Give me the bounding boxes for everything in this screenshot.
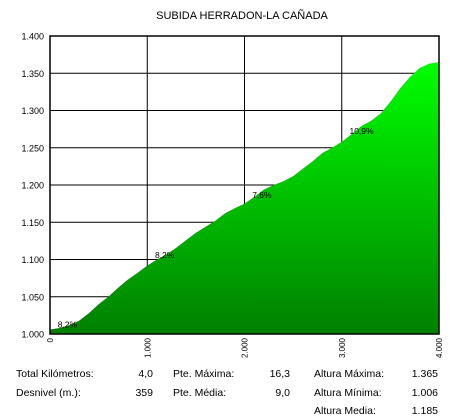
y-tick-label: 1.300 bbox=[21, 106, 44, 116]
slope-annotation: 8,2% bbox=[58, 320, 78, 330]
y-tick-label: 1.150 bbox=[21, 218, 44, 228]
y-tick-label: 1.000 bbox=[21, 330, 44, 340]
alt-media-value: 1.185 bbox=[411, 405, 438, 417]
alt-min-value: 1.006 bbox=[411, 387, 438, 399]
x-tick-label: 0 bbox=[46, 337, 55, 342]
plot-frame bbox=[49, 35, 440, 335]
pte-max-value: 16,3 bbox=[269, 368, 290, 380]
total-km-value: 4,0 bbox=[138, 368, 153, 380]
y-tick-label: 1.050 bbox=[21, 292, 44, 302]
stats-panel: Total Kilómetros: 4,0 Desnivel (m.): 359… bbox=[0, 360, 460, 420]
y-tick-label: 1.350 bbox=[21, 69, 44, 79]
desnivel-value: 359 bbox=[135, 387, 153, 399]
y-axis: 1.000 1.050 1.100 1.150 1.200 1.250 1.300 1.350… bbox=[21, 32, 44, 340]
plot-border bbox=[49, 35, 440, 335]
x-tick-label: 4.000 bbox=[435, 337, 444, 358]
area-layer bbox=[50, 62, 439, 334]
pte-max-label: Pte. Máxima: bbox=[173, 368, 235, 380]
elevation-profile-chart: SUBIDA HERRADON-LA CAÑADA 1.000 1.050 1.10… bbox=[21, 9, 444, 358]
alt-min-label: Altura Mínima: bbox=[314, 387, 382, 399]
total-km-label: Total Kilómetros: bbox=[16, 368, 94, 380]
y-tick-label: 1.200 bbox=[21, 181, 44, 191]
x-tick-label: 2.000 bbox=[241, 337, 250, 358]
x-tick-label: 3.000 bbox=[338, 337, 347, 358]
y-tick-label: 1.400 bbox=[21, 32, 44, 42]
annotations: 8,2% 8,2% 7,6% 10,9% bbox=[58, 126, 374, 330]
pte-media-label: Pte. Média: bbox=[173, 387, 227, 399]
pte-media-value: 9,0 bbox=[275, 387, 290, 399]
elevation-area bbox=[50, 62, 439, 334]
chart-title: SUBIDA HERRADON-LA CAÑADA bbox=[156, 9, 328, 22]
alt-max-label: Altura Máxima: bbox=[314, 368, 385, 380]
slope-annotation: 10,9% bbox=[349, 126, 374, 136]
y-tick-label: 1.250 bbox=[21, 143, 44, 153]
x-tick-label: 1.000 bbox=[143, 337, 152, 358]
alt-media-label: Altura Media: bbox=[314, 405, 376, 417]
alt-max-value: 1.365 bbox=[411, 368, 438, 380]
desnivel-label: Desnivel (m.): bbox=[16, 387, 81, 399]
slope-annotation: 7,6% bbox=[252, 190, 272, 200]
y-tick-label: 1.100 bbox=[21, 255, 44, 265]
x-axis: 0 1.000 2.000 3.000 4.000 bbox=[46, 337, 444, 358]
slope-annotation: 8,2% bbox=[155, 250, 175, 260]
